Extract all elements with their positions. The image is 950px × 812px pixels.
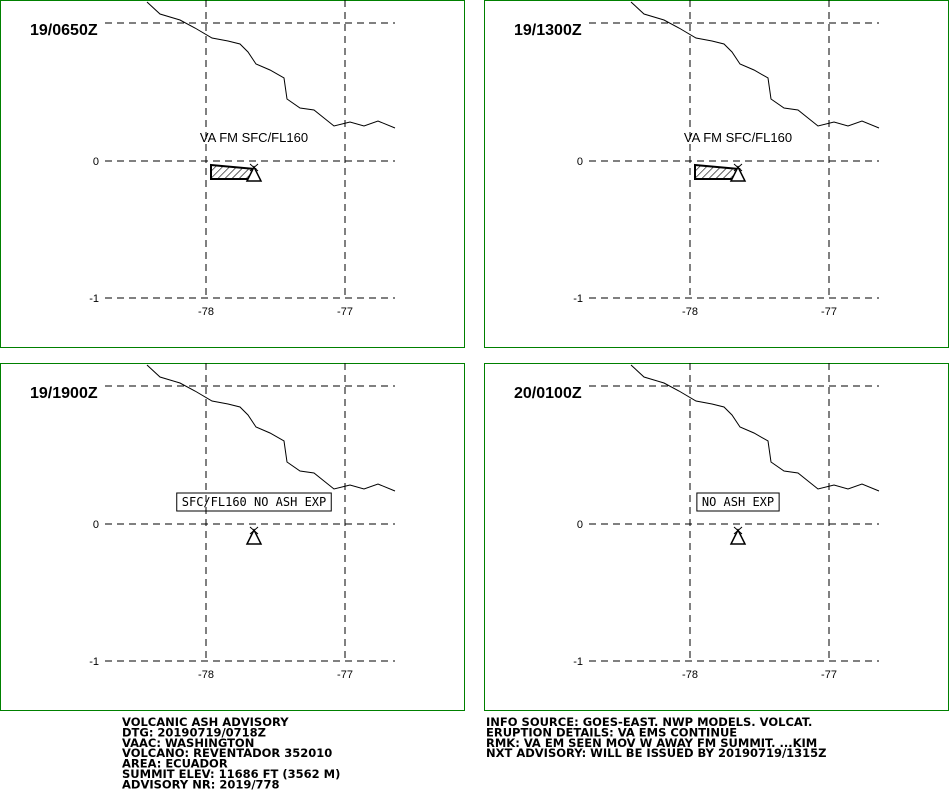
coastline: [146, 364, 396, 492]
ash-label: NO ASH EXP: [702, 495, 774, 509]
coastline: [630, 1, 880, 129]
map-panel: 0 -1 -78 -77 20/0100Z NO ASH EXP: [484, 363, 949, 711]
volcano-symbol: [729, 528, 747, 545]
advisory-line: NXT ADVISORY: WILL BE ISSUED BY 20190719…: [486, 746, 827, 760]
volcano-symbol: [729, 165, 747, 182]
valid-time: 20/0100Z: [514, 385, 582, 402]
coastline: [146, 1, 396, 129]
lon-label: -78: [682, 306, 698, 318]
lat-label: 0: [93, 519, 99, 531]
lon-label: -78: [198, 306, 214, 318]
volcano-mark: [249, 526, 259, 535]
advisory-line: DTG: 20190719/0718Z: [122, 725, 266, 739]
map-panel: 0 -1 -78 -77 19/0650Z VA FM SFC/FL160: [0, 0, 465, 348]
lon-label: -77: [337, 306, 353, 318]
valid-time: 19/1900Z: [30, 385, 98, 402]
advisory-line: VAAC: WASHINGTON: [122, 736, 254, 750]
lon-label: -77: [337, 669, 353, 681]
advisory-line: INFO SOURCE: GOES-EAST. NWP MODELS. VOLC…: [486, 715, 812, 729]
volcano-symbol: [245, 165, 263, 182]
label-box: [176, 492, 332, 512]
lat-label: -1: [89, 293, 99, 305]
ash-label: VA FM SFC/FL160: [684, 130, 792, 145]
advisory-line: ADVISORY NR: 2019/778: [122, 777, 280, 791]
lon-label: -78: [198, 669, 214, 681]
advisory-line: VOLCANIC ASH ADVISORY: [122, 715, 289, 729]
map-panel: 0 -1 -78 -77 19/1900Z SFC/FL160 NO ASH EXP: [0, 363, 465, 711]
volcano-mark: [249, 163, 259, 172]
lon-label: -78: [682, 669, 698, 681]
advisory-line: ERUPTION DETAILS: VA EMS CONTINUE: [486, 725, 737, 739]
lat-label: -1: [573, 656, 583, 668]
panel-border: [0, 0, 465, 348]
panel-border: [484, 363, 949, 711]
advisory-line: RMK: VA EM SEEN MOV W AWAY FM SUMMIT. ..…: [486, 736, 817, 750]
coastline: [630, 364, 880, 492]
lat-label: -1: [573, 293, 583, 305]
volcano-mark: [733, 526, 743, 535]
lat-label: -1: [89, 656, 99, 668]
ash-label: VA FM SFC/FL160: [200, 130, 308, 145]
volcano-symbol: [245, 528, 263, 545]
valid-time: 19/0650Z: [30, 22, 98, 39]
map-panel: 0 -1 -78 -77 19/1300Z VA FM SFC/FL160: [484, 0, 949, 348]
ash-label: SFC/FL160 NO ASH EXP: [182, 495, 327, 509]
lon-label: -77: [821, 306, 837, 318]
advisory-line: VOLCANO: REVENTADOR 352010: [122, 746, 332, 760]
valid-time: 19/1300Z: [514, 22, 582, 39]
panel-border: [0, 363, 465, 711]
lat-label: 0: [577, 156, 583, 168]
lon-label: -77: [821, 669, 837, 681]
label-box: [696, 492, 780, 512]
volcano-mark: [733, 163, 743, 172]
lat-label: 0: [93, 156, 99, 168]
advisory-line: AREA: ECUADOR: [122, 757, 228, 771]
lat-label: 0: [577, 519, 583, 531]
panel-border: [484, 0, 949, 348]
advisory-line: SUMMIT ELEV: 11686 FT (3562 M): [122, 767, 340, 781]
